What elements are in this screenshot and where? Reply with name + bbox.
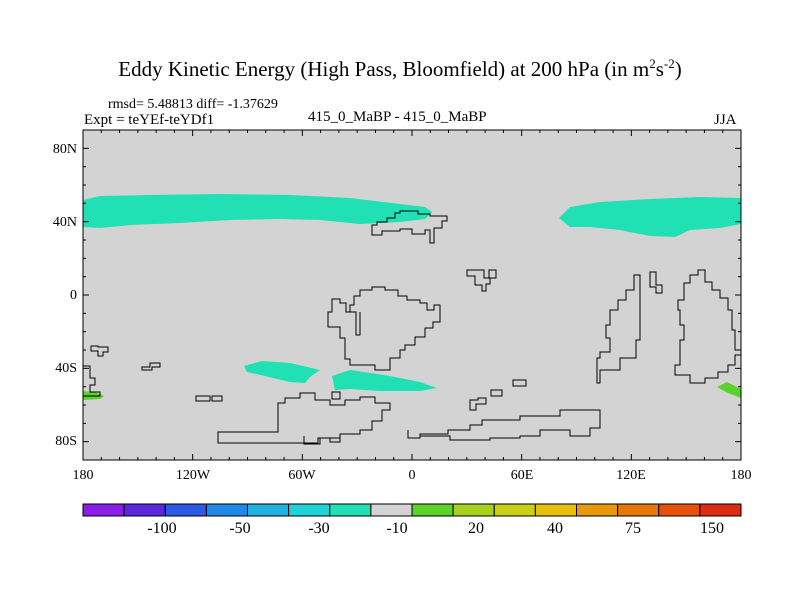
anomaly-patch-sh-2 <box>332 370 437 391</box>
y-tick-80S: 80S <box>55 434 77 449</box>
y-tick-40N: 40N <box>52 215 77 230</box>
colorbar-swatch <box>82 503 125 517</box>
colorbar-swatch <box>247 503 290 517</box>
colorbar-swatch <box>452 503 495 517</box>
colorbar-swatch <box>576 503 619 517</box>
colorbar-swatch <box>534 503 577 517</box>
colorbar-label: 150 <box>700 520 724 537</box>
x-tick-0: 0 <box>408 468 416 483</box>
colorbar-swatch <box>329 503 372 517</box>
experiment-label: Expt = teYEf-teYDf1 <box>84 112 215 128</box>
y-tick-0: 0 <box>70 288 77 303</box>
colorbar-swatch <box>164 503 207 517</box>
colorbar-swatch <box>411 503 454 517</box>
colorbar-swatch <box>123 503 166 517</box>
plot-title: Eddy Kinetic Energy (High Pass, Bloomfie… <box>118 56 682 81</box>
colorbar-label: 75 <box>625 520 641 537</box>
x-tick-60E: 60E <box>510 468 534 483</box>
colorbar-swatch <box>370 503 413 517</box>
colorbar-label: -50 <box>229 520 251 537</box>
anomaly-patch-sh-1 <box>244 361 320 383</box>
anomaly-patch-nh-west <box>83 194 432 228</box>
x-tick-60W: 60W <box>288 468 316 483</box>
center-label: 415_0_MaBP - 415_0_MaBP <box>308 109 487 125</box>
colorbar-swatch <box>658 503 701 517</box>
colorbar-label: 40 <box>547 520 563 537</box>
colorbar-label: 20 <box>468 520 484 537</box>
x-tick-120W: 120W <box>175 468 211 483</box>
colorbar-swatch <box>699 503 742 517</box>
x-tick-180-right: 180 <box>730 468 752 483</box>
colorbar-swatch <box>493 503 536 517</box>
y-tick-80N: 80N <box>52 142 77 157</box>
stats-label: rmsd= 5.48813 diff= -1.37629 <box>108 97 278 112</box>
map-background <box>83 130 741 460</box>
x-tick-120E: 120E <box>616 468 646 483</box>
anomaly-patch-green-east <box>717 382 741 398</box>
x-tick-180-left: 180 <box>72 468 94 483</box>
y-tick-40S: 40S <box>55 361 77 376</box>
colorbar-label: -10 <box>386 520 408 537</box>
anomaly-patch-nh-east <box>559 197 741 237</box>
colorbar-swatch <box>205 503 248 517</box>
colorbar-swatch <box>288 503 331 517</box>
colorbar-swatch <box>617 503 660 517</box>
colorbar-label: -30 <box>308 520 330 537</box>
season-label: JJA <box>714 112 737 128</box>
colorbar <box>82 503 742 517</box>
axis-ticks <box>82 129 742 461</box>
colorbar-label: -100 <box>147 520 177 537</box>
